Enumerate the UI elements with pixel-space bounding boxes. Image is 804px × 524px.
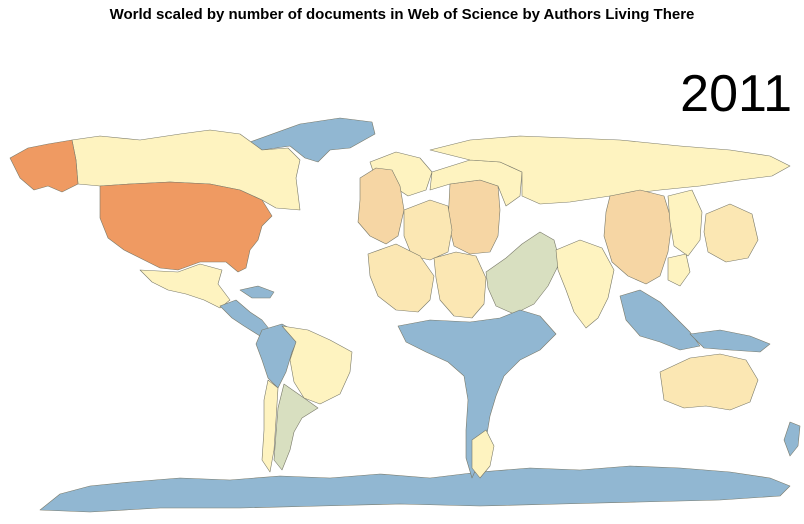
region-italy[interactable]	[433, 251, 487, 319]
region-new-zealand[interactable]	[783, 421, 801, 457]
region-argentina[interactable]	[273, 383, 319, 471]
region-indonesia[interactable]	[689, 329, 771, 353]
region-antarctica[interactable]	[39, 465, 791, 513]
region-japan[interactable]	[703, 203, 759, 263]
region-caribbean[interactable]	[239, 285, 275, 299]
region-russia[interactable]	[429, 135, 791, 205]
region-africa[interactable]	[397, 309, 557, 479]
year-label: 2011	[680, 65, 792, 123]
region-chile[interactable]	[261, 379, 279, 473]
region-spain[interactable]	[367, 243, 435, 313]
map-title: World scaled by number of documents in W…	[109, 6, 695, 23]
region-greenland[interactable]	[249, 117, 376, 163]
region-india[interactable]	[555, 239, 615, 329]
region-south-korea[interactable]	[667, 189, 703, 257]
region-united-kingdom[interactable]	[357, 167, 405, 245]
region-taiwan[interactable]	[667, 253, 691, 287]
region-brazil[interactable]	[281, 325, 353, 405]
region-southeast-asia[interactable]	[619, 289, 701, 351]
region-mexico[interactable]	[139, 263, 231, 309]
region-germany[interactable]	[447, 179, 501, 255]
region-south-africa[interactable]	[471, 429, 495, 479]
region-middle-east[interactable]	[485, 231, 561, 315]
region-france[interactable]	[403, 199, 453, 261]
region-united-states[interactable]	[99, 181, 273, 273]
region-china[interactable]	[603, 189, 673, 285]
region-australia[interactable]	[659, 353, 759, 411]
region-alaska[interactable]	[9, 139, 79, 193]
